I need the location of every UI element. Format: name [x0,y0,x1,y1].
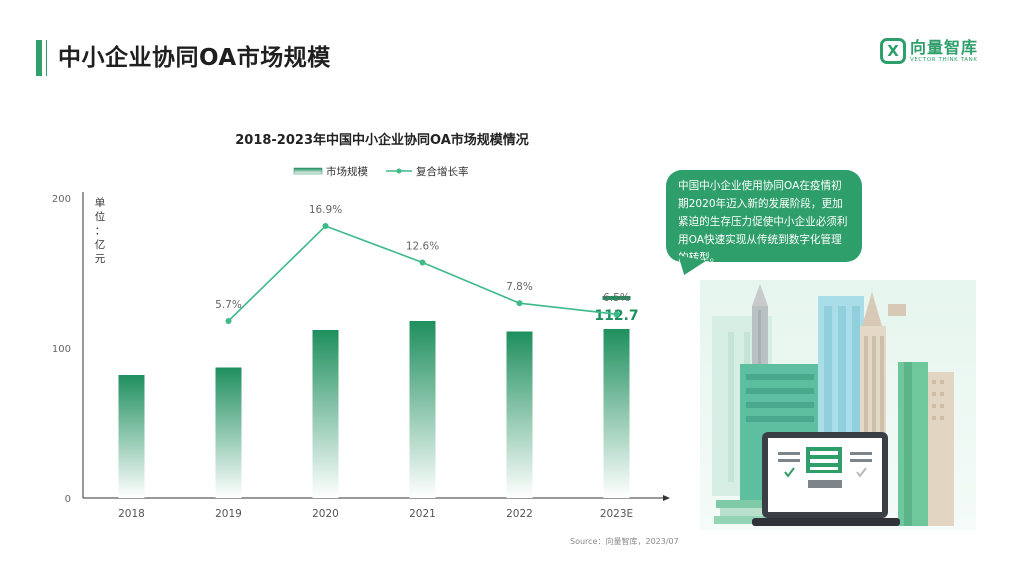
growth-rate-point [322,223,329,229]
bar-2019 [215,367,242,498]
y-axis-unit-char: 单 [95,197,106,209]
growth-rate-label: 7.8% [506,281,533,293]
city-laptop-illustration [700,280,976,530]
legend-bar-swatch [293,167,323,175]
x-tick-label: 2022 [506,508,533,520]
legend-line-label: 复合增长率 [416,165,469,178]
x-tick-label: 2020 [312,508,339,520]
logo-mark: X [879,38,906,64]
title-accent-bar [36,40,42,76]
y-axis-unit-char: 元 [95,253,106,265]
growth-rate-point [613,311,620,318]
legend-line-marker [396,168,402,174]
bar-2018 [118,375,145,498]
chart-title: 2018-2023年中国中小企业协同OA市场规模情况 [235,132,529,148]
logo-tagline: VECTOR THINK TANK [909,57,978,63]
y-axis-unit-char: 位 [95,210,106,223]
x-tick-label: 2018 [118,508,145,520]
logo: X 向量智库 VECTOR THINK TANK [879,38,978,64]
x-axis-arrow [663,495,670,501]
page-title: 中小企业协同OA市场规模 [58,45,331,71]
bar-2021 [409,321,436,498]
y-tick-label: 200 [52,194,71,205]
bar-2023E [603,328,630,498]
x-tick-label: 2021 [409,508,436,520]
growth-rate-point [516,300,523,307]
bar-2022 [506,331,533,498]
source-note: Source：向量智库，2023/07 [570,537,679,546]
logo-name: 向量智库 [909,38,978,57]
callout-bubble: 中国中小企业使用协同OA在疫情初期2020年迈入新的发展阶段，更加紧迫的生存压力… [666,170,862,264]
y-axis-unit-char: ： [95,225,106,237]
growth-rate-label: 16.9% [309,204,342,216]
title-accent-line [46,40,47,76]
growth-rate-point [419,259,426,266]
highlight-marker [602,295,631,300]
growth-rate-point [225,318,232,324]
logo-text: 向量智库 VECTOR THINK TANK [909,38,978,64]
y-tick-label: 100 [52,344,71,355]
callout-text: 中国中小企业使用协同OA在疫情初期2020年迈入新的发展阶段，更加紧迫的生存压力… [678,180,848,264]
bar-2020 [312,330,339,498]
y-axis-unit-char: 亿 [95,238,106,251]
growth-rate-label: 12.6% [406,240,439,252]
growth-rate-label: 5.7% [215,299,242,311]
legend-bar-label: 市场规模 [326,165,368,178]
x-tick-label: 2019 [215,508,242,520]
y-tick-label: 0 [65,494,71,505]
x-tick-label: 2023E [600,508,633,520]
growth-rate-label: 6.5% [603,292,630,304]
